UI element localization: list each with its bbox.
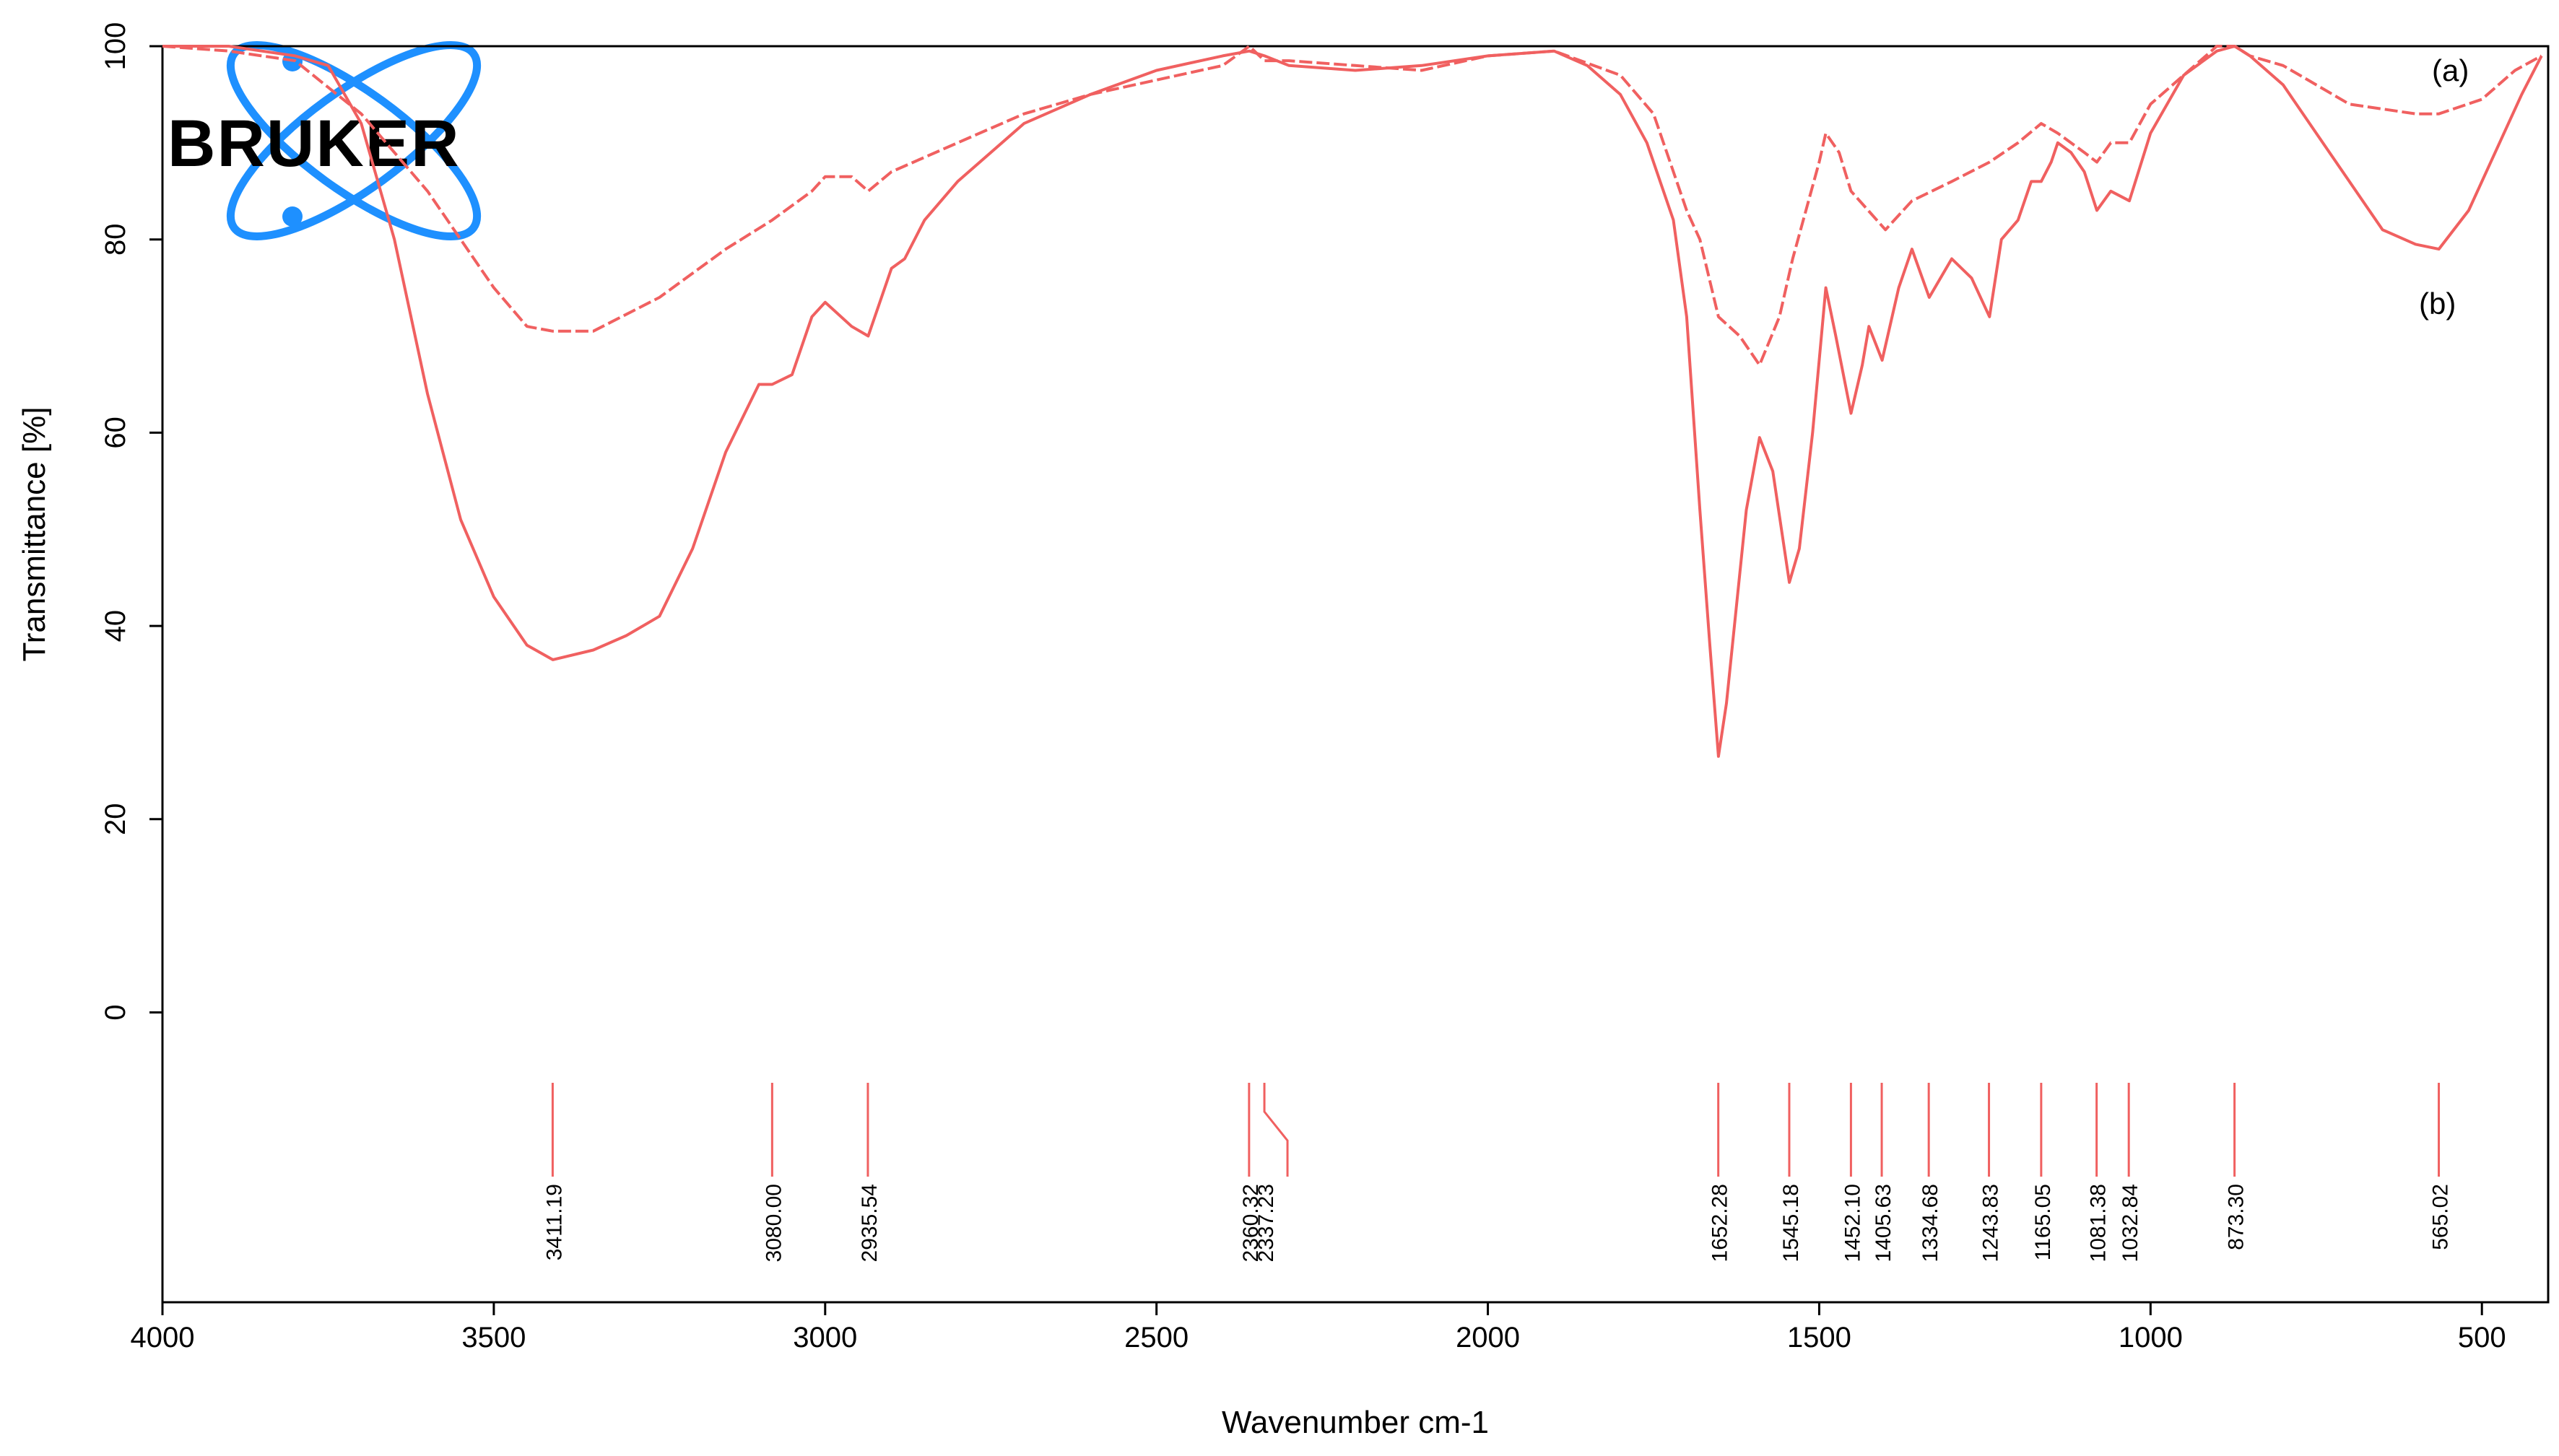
logo-electron-bottom <box>282 206 303 227</box>
y-tick-label: 0 <box>100 1004 131 1020</box>
x-tick-label: 3000 <box>793 1322 857 1353</box>
peak-label: 565.02 <box>2429 1184 2453 1250</box>
peak-label: 1081.38 <box>2087 1184 2111 1262</box>
atom-icon <box>226 41 482 240</box>
peak-label: 2935.54 <box>858 1184 882 1262</box>
y-axis-label: Transmittance [%] <box>17 407 52 662</box>
x-tick-label: 3500 <box>461 1322 526 1353</box>
peak-label: 3080.00 <box>762 1184 786 1262</box>
logo-orbit-1 <box>226 41 482 240</box>
peak-label: 3411.19 <box>542 1184 566 1260</box>
peak-label: 2337.23 <box>1254 1184 1278 1262</box>
logo-orbit-2 <box>226 41 482 240</box>
x-tick-label: 500 <box>2458 1322 2506 1353</box>
y-tick-label: 40 <box>100 610 131 642</box>
x-axis-label: Wavenumber cm-1 <box>1222 1405 1489 1440</box>
peak-label: 1652.28 <box>1708 1184 1732 1262</box>
peak-label: 1032.84 <box>2119 1184 2142 1262</box>
peak-label: 873.30 <box>2225 1184 2249 1250</box>
y-tick-label: 100 <box>100 22 131 71</box>
peak-label: 1545.18 <box>1779 1184 1803 1262</box>
peak-marker <box>1263 1083 1289 1177</box>
bruker-logo: BRUKER <box>168 41 482 240</box>
x-axis: 4000 3500 3000 2500 2000 1500 1000 500 <box>131 1302 2506 1353</box>
peak-label: 1452.10 <box>1841 1184 1864 1262</box>
peak-label: 1165.05 <box>2031 1184 2055 1260</box>
curve-label-b: (b) <box>2419 287 2456 321</box>
peak-label: 1405.63 <box>1872 1184 1895 1262</box>
peak-label: 2360.32 <box>1239 1184 1263 1262</box>
logo-text: BRUKER <box>168 107 461 180</box>
x-tick-label: 2500 <box>1124 1322 1189 1353</box>
x-tick-label: 4000 <box>131 1322 195 1353</box>
peak-label: 1334.68 <box>1919 1184 1942 1262</box>
plot-frame <box>161 45 2550 1304</box>
y-tick-label: 20 <box>100 803 131 836</box>
peak-label: 1243.83 <box>1979 1184 2003 1262</box>
y-axis: 0 20 40 60 80 100 <box>100 22 162 1021</box>
curve-label-a: (a) <box>2432 53 2469 87</box>
y-tick-label: 60 <box>100 417 131 449</box>
x-tick-label: 2000 <box>1456 1322 1520 1353</box>
x-tick-label: 1000 <box>2119 1322 2183 1353</box>
series-line-a <box>162 45 2542 367</box>
y-tick-label: 80 <box>100 223 131 256</box>
x-tick-label: 1500 <box>1787 1322 1851 1353</box>
series-line-b <box>162 45 2543 758</box>
series-group <box>162 45 2543 758</box>
